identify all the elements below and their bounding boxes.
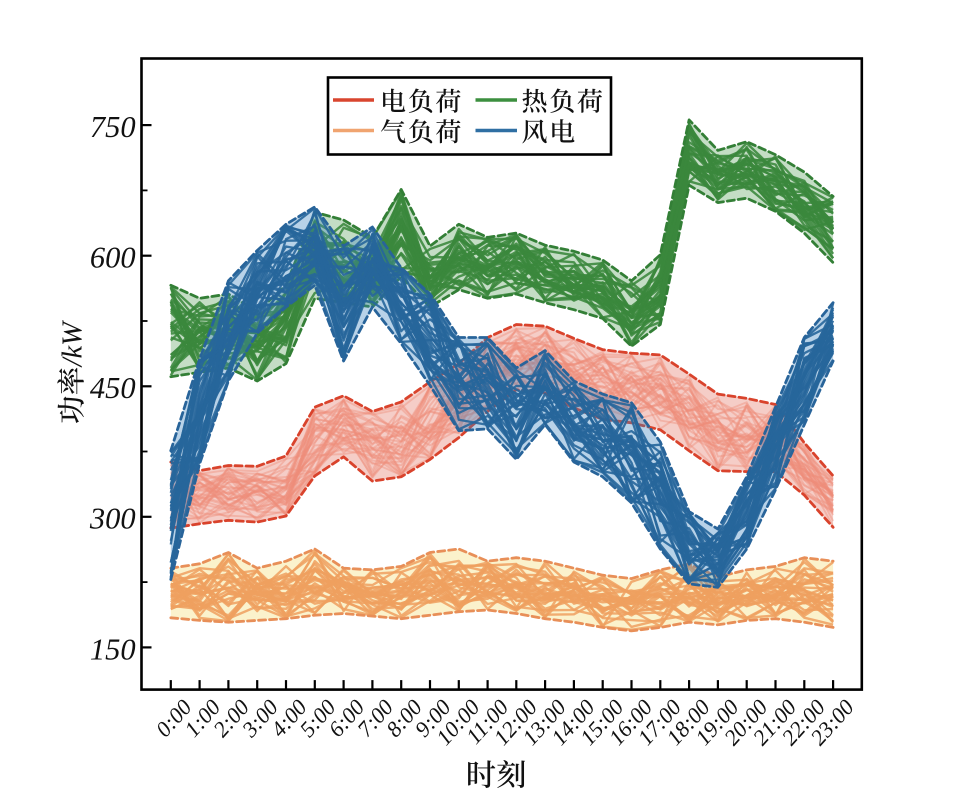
- svg-text:150: 150: [90, 632, 136, 666]
- svg-text:300: 300: [89, 502, 136, 536]
- svg-text:600: 600: [90, 241, 136, 275]
- svg-text:/kW: /kW: [58, 320, 89, 369]
- svg-text:450: 450: [90, 371, 136, 405]
- svg-text:750: 750: [90, 110, 136, 144]
